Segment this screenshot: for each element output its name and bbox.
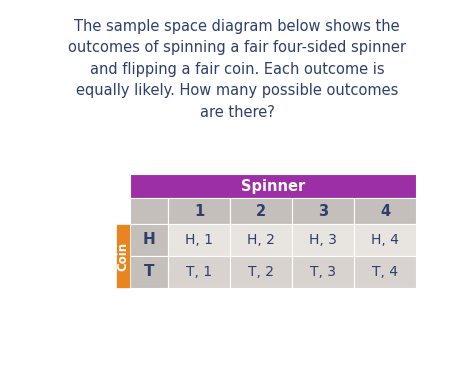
Text: 4: 4 (380, 203, 390, 218)
Bar (354, 224, 416, 256)
Text: H: H (143, 232, 155, 247)
Bar (130, 174, 416, 198)
Bar (292, 198, 354, 224)
Bar (130, 256, 168, 288)
Text: T, 3: T, 3 (310, 265, 336, 279)
Bar (168, 198, 230, 224)
Text: T, 4: T, 4 (372, 265, 398, 279)
Bar (292, 256, 354, 288)
Bar (292, 224, 354, 256)
Text: T, 2: T, 2 (248, 265, 274, 279)
Bar (130, 198, 168, 224)
Text: T, 1: T, 1 (186, 265, 212, 279)
Text: The sample space diagram below shows the
outcomes of spinning a fair four-sided : The sample space diagram below shows the… (68, 19, 406, 120)
Text: Coin: Coin (117, 241, 129, 270)
Bar (230, 256, 292, 288)
Bar (230, 224, 292, 256)
Bar (116, 224, 130, 288)
Text: T: T (144, 264, 154, 279)
Text: 3: 3 (318, 203, 328, 218)
Bar (130, 224, 168, 256)
Bar (354, 256, 416, 288)
Text: 2: 2 (256, 203, 266, 218)
Text: H, 2: H, 2 (247, 233, 275, 247)
Text: Spinner: Spinner (241, 179, 305, 193)
Text: 1: 1 (194, 203, 204, 218)
Text: H, 3: H, 3 (309, 233, 337, 247)
Text: H, 4: H, 4 (371, 233, 399, 247)
Bar (168, 256, 230, 288)
Text: H, 1: H, 1 (185, 233, 213, 247)
Bar (168, 224, 230, 256)
Bar (230, 198, 292, 224)
Bar (354, 198, 416, 224)
